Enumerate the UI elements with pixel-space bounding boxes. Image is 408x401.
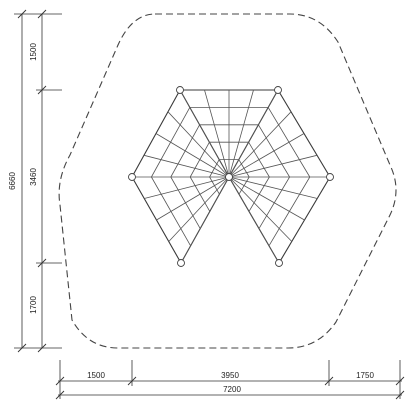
- net-radial-rope: [228, 176, 293, 242]
- left-tick: [37, 9, 47, 19]
- net-radial-rope: [167, 111, 230, 178]
- post-bottom-left: [177, 259, 185, 267]
- net-radial-rope: [155, 133, 230, 178]
- dim-left-total: 6660: [8, 172, 17, 190]
- left-tick: [17, 9, 27, 19]
- bottom-tick: [55, 376, 65, 386]
- left-dimension-chain: 6660 1500 3460 1700: [8, 9, 62, 353]
- net-radial-rope: [228, 176, 280, 264]
- bottom-tick: [324, 376, 334, 386]
- left-tick: [37, 85, 47, 95]
- left-tick: [17, 343, 27, 353]
- net-ring-rope: [209, 176, 220, 195]
- net-radial-rope: [143, 154, 230, 178]
- net-ring-rope: [267, 107, 311, 178]
- dim-bottom-middle: 3950: [221, 371, 239, 380]
- net-radial-rope: [228, 176, 318, 199]
- net-ring-rope: [151, 176, 191, 246]
- net-radial-rope: [144, 176, 230, 199]
- net-radial-rope: [228, 154, 318, 178]
- post-center: [225, 173, 233, 181]
- net-frame-right-wing: [228, 88, 331, 265]
- post-top-right: [274, 86, 282, 94]
- safety-zone-boundary: [58, 13, 397, 349]
- dim-bottom-right: 1750: [356, 371, 374, 380]
- net-ring-rope: [151, 107, 191, 178]
- bottom-tick: [127, 376, 137, 386]
- bottom-dimension-chain: 1500 3950 1750 7200: [55, 360, 405, 400]
- dim-bottom-total: 7200: [223, 385, 241, 394]
- bottom-tick: [55, 390, 65, 400]
- net-radial-rope: [228, 89, 254, 178]
- net-ring-rope: [238, 159, 250, 178]
- bottom-tick: [395, 376, 405, 386]
- net-radial-rope: [228, 111, 292, 178]
- left-tick: [37, 258, 47, 268]
- net-radial-rope: [180, 176, 230, 264]
- net-radial-rope: [228, 89, 279, 178]
- bottom-tick: [395, 390, 405, 400]
- net-ring-rope: [189, 176, 211, 212]
- dim-bottom-left: 1500: [87, 371, 105, 380]
- net-mesh: [132, 89, 330, 264]
- dim-left-middle: 3460: [29, 168, 38, 186]
- net-ring-rope: [258, 176, 290, 229]
- net-ring-rope: [258, 124, 290, 178]
- post-top-left: [176, 86, 184, 94]
- net-ring-rope: [170, 124, 200, 178]
- net-ring-rope: [248, 176, 270, 212]
- net-radial-rope: [179, 89, 230, 178]
- net-ring-rope: [170, 176, 201, 229]
- net-ring-rope: [238, 176, 250, 195]
- net-ring-rope: [189, 142, 210, 178]
- net-ring-rope: [268, 176, 311, 247]
- dim-left-top: 1500: [29, 43, 38, 61]
- post-left: [128, 173, 136, 181]
- net-ring-rope: [248, 141, 270, 178]
- net-radial-rope: [228, 176, 305, 221]
- posts: [128, 86, 334, 267]
- net-radial-rope: [156, 176, 230, 221]
- left-tick: [37, 343, 47, 353]
- post-right: [326, 173, 334, 181]
- net-ring-rope: [209, 159, 220, 178]
- net-frame-left-wing: [131, 88, 230, 265]
- dim-left-bottom: 1700: [29, 296, 38, 314]
- post-bottom-right: [275, 259, 283, 267]
- net-radial-rope: [204, 89, 230, 178]
- net-radial-rope: [228, 133, 305, 178]
- net-radial-rope: [168, 176, 230, 242]
